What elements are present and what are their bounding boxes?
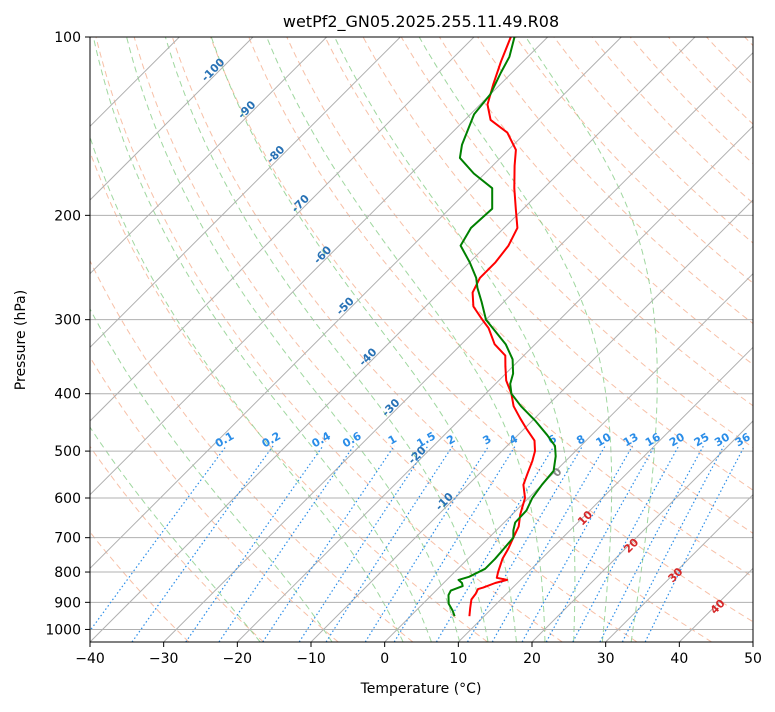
y-tick-label: 100: [54, 30, 81, 46]
y-tick-label: 900: [54, 595, 81, 611]
x-tick-label: 40: [670, 651, 688, 667]
x-tick-label: 10: [449, 651, 467, 667]
chart-title: wetPf2_GN05.2025.255.11.49.R08: [283, 12, 559, 32]
y-axis-label: Pressure (hPa): [13, 290, 29, 390]
y-tick-label: 800: [54, 565, 81, 581]
x-tick-label: −30: [149, 651, 179, 667]
y-tick-label: 600: [54, 491, 81, 507]
y-tick-label: 700: [54, 531, 81, 547]
x-tick-label: 20: [523, 651, 541, 667]
x-axis-label: Temperature (°C): [360, 681, 482, 697]
x-tick-label: −40: [75, 651, 105, 667]
y-tick-label: 500: [54, 444, 81, 460]
x-tick-label: 50: [744, 651, 762, 667]
x-tick-label: 0: [380, 651, 389, 667]
y-tick-label: 200: [54, 208, 81, 224]
y-tick-label: 400: [54, 387, 81, 403]
y-tick-label: 300: [54, 313, 81, 329]
y-tick-label: 1000: [45, 622, 81, 638]
x-tick-label: −20: [223, 651, 253, 667]
x-tick-label: 30: [597, 651, 615, 667]
x-tick-label: −10: [296, 651, 326, 667]
